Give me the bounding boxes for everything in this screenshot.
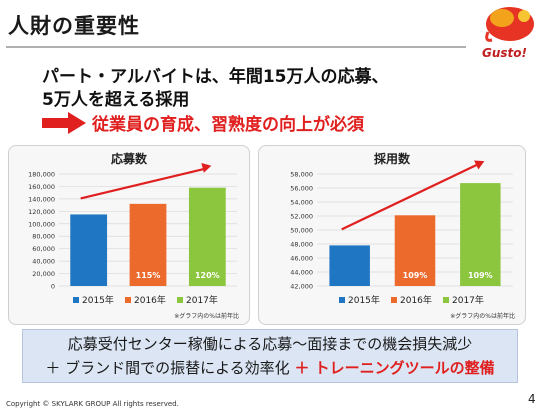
y-tick-label: 100,000 xyxy=(28,220,55,228)
y-tick-label: 54,000 xyxy=(290,199,313,207)
y-tick-label: 120,000 xyxy=(28,208,55,216)
y-tick-label: 140,000 xyxy=(28,195,55,203)
headline: パート・アルバイトは、年間15万人の応募、 5万人を超える採用 xyxy=(42,66,389,112)
trend-arrow-line xyxy=(80,167,206,200)
bar-2015年 xyxy=(329,245,370,286)
bar-2015年 xyxy=(70,214,108,286)
conclusion-text: 従業員の育成、習熟度の向上が必須 xyxy=(92,115,364,135)
legend-label: 2015年 xyxy=(348,294,380,306)
legend-swatch xyxy=(177,297,183,303)
y-tick-label: 160,000 xyxy=(28,183,55,191)
company-logo: Gusto! xyxy=(482,7,534,60)
summary-highlight: ＋ トレーニングツールの整備 xyxy=(294,359,495,377)
legend-swatch xyxy=(125,297,131,303)
trend-arrow-head xyxy=(201,163,212,173)
legend-label: 2017年 xyxy=(186,294,218,306)
y-tick-label: 0 xyxy=(51,283,55,291)
copyright-text: Copyright © SKYLARK GROUP All rights res… xyxy=(6,400,179,408)
legend-label: 2016年 xyxy=(400,294,432,306)
chart-title: 応募数 xyxy=(111,151,148,166)
y-tick-label: 56,000 xyxy=(290,185,313,193)
bar-data-label: 109% xyxy=(468,271,493,280)
headline-line-2: 5万人を超える採用 xyxy=(42,90,190,110)
bar-data-label: 115% xyxy=(136,271,161,280)
y-tick-label: 40,000 xyxy=(32,258,55,266)
svg-text:Gusto!: Gusto! xyxy=(482,46,527,60)
applications-bar-chart: 応募数 0 20,000 40,000 60,000 80,000 100,000 120,0… xyxy=(28,151,239,320)
bar-2017年 xyxy=(188,187,226,286)
y-tick-label: 44,000 xyxy=(290,269,313,277)
bar-data-label: 120% xyxy=(195,271,220,280)
chart-note: ※グラフ内の%は前年比 xyxy=(174,312,239,320)
chart-title: 採用数 xyxy=(374,151,411,166)
legend-swatch xyxy=(339,297,345,303)
bar-data-label: 109% xyxy=(403,271,428,280)
y-tick-label: 20,000 xyxy=(32,270,55,278)
y-tick-label: 50,000 xyxy=(290,227,313,235)
summary-line-1: 応募受付センター稼働による応募～面接までの機会損失減少 xyxy=(67,335,473,353)
trend-arrow-line xyxy=(341,163,479,231)
y-tick-label: 80,000 xyxy=(32,233,55,241)
bar-2016年 xyxy=(394,215,436,286)
trend-arrow-head xyxy=(474,160,485,170)
summary-line-2: ＋ ブランド間での振替による効率化 ＋ トレーニングツールの整備 xyxy=(23,356,517,380)
right-arrow-icon xyxy=(42,111,86,134)
bar-2017年 xyxy=(460,183,501,286)
summary-box: 応募受付センター稼働による応募～面接までの機会損失減少 ＋ ブランド間での振替に… xyxy=(22,329,518,383)
bar-2016年 xyxy=(129,203,167,286)
legend-swatch xyxy=(391,297,397,303)
y-tick-label: 58,000 xyxy=(290,171,313,179)
legend-label: 2017年 xyxy=(452,294,484,306)
y-tick-label: 46,000 xyxy=(290,255,313,263)
hires-bar-chart: 採用数 42,000 44,000 46,000 48,000 50,000 52,000 5… xyxy=(290,151,515,320)
legend-swatch xyxy=(443,297,449,303)
legend-label: 2016年 xyxy=(134,294,166,306)
y-tick-label: 180,000 xyxy=(28,171,55,179)
y-tick-label: 48,000 xyxy=(290,241,313,249)
y-tick-label: 52,000 xyxy=(290,213,313,221)
y-tick-label: 60,000 xyxy=(32,245,55,253)
hires-chart-panel: 採用数 42,000 44,000 46,000 48,000 50,000 52,000 5… xyxy=(258,145,526,325)
summary-line-2-text: ＋ ブランド間での振替による効率化 xyxy=(45,359,290,377)
headline-line-1: パート・アルバイトは、年間15万人の応募、 xyxy=(42,67,389,87)
y-tick-label: 42,000 xyxy=(290,283,313,291)
slide-title: 人財の重要性 xyxy=(8,14,140,38)
title-divider xyxy=(6,46,466,48)
legend-swatch xyxy=(73,297,79,303)
legend-label: 2015年 xyxy=(82,294,114,306)
page-number: 4 xyxy=(528,392,536,406)
conclusion-row: 従業員の育成、習熟度の向上が必須 xyxy=(42,110,364,135)
chart-note: ※グラフ内の%は前年比 xyxy=(450,312,515,320)
applications-chart-panel: 応募数 0 20,000 40,000 60,000 80,000 100,000 120,0… xyxy=(8,145,250,325)
